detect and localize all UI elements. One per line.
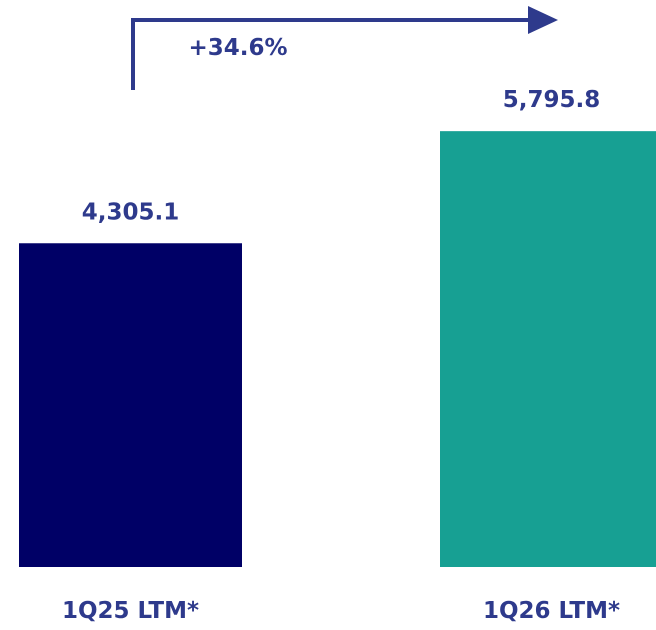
category-label-2: 1Q26 LTM* (483, 598, 620, 624)
bar-1 (19, 243, 242, 568)
growth-arrow: +34.6% (131, 6, 558, 90)
bar-2 (440, 131, 656, 568)
bars-layer: 4,305.1 1Q25 LTM* 5,795.8 1Q26 LTM* (19, 87, 656, 624)
category-label-1: 1Q25 LTM* (62, 598, 199, 624)
arrow-head-icon (528, 6, 558, 34)
growth-arrow-line (131, 18, 530, 90)
growth-label: +34.6% (188, 35, 287, 61)
value-label-1: 4,305.1 (82, 199, 180, 225)
value-label-2: 5,795.8 (503, 87, 601, 113)
